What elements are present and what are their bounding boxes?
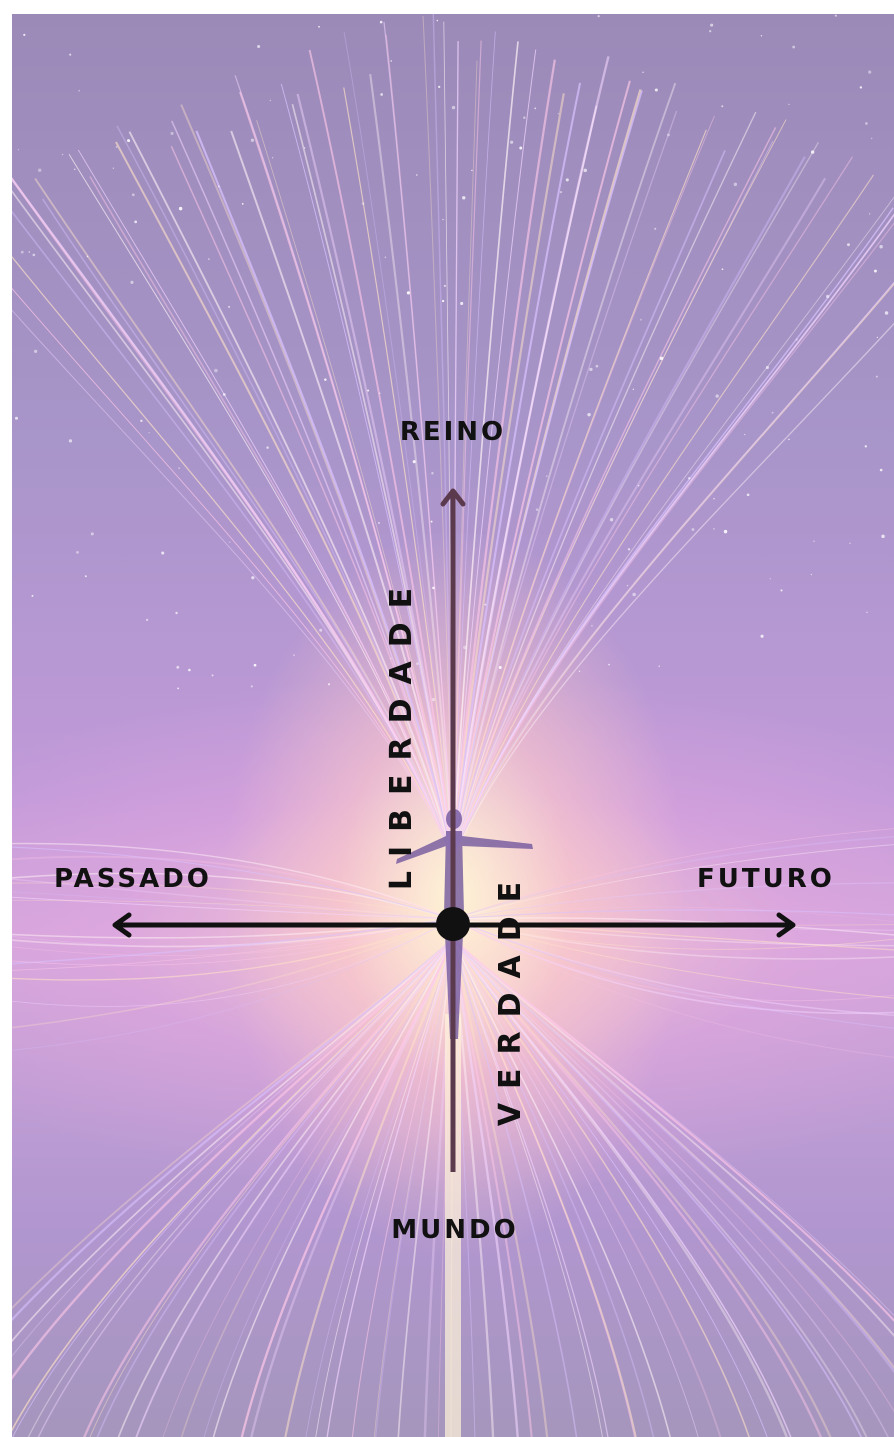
light-rays-background: [12, 14, 894, 1437]
label-verdade: VERDADE: [493, 867, 528, 1127]
diagram-canvas: REINO MUNDO PASSADO FUTURO LIBERDADE VER…: [12, 14, 894, 1437]
label-mundo: MUNDO: [391, 1215, 519, 1245]
label-passado: PASSADO: [54, 864, 212, 894]
arrow-left-icon: [112, 912, 132, 938]
label-liberdade: LIBERDADE: [384, 573, 419, 891]
center-dot-icon: [436, 907, 470, 941]
arrow-up-icon: [440, 488, 466, 507]
axes-layer: [112, 488, 796, 1172]
label-futuro: FUTURO: [697, 864, 835, 894]
arrow-right-icon: [776, 912, 796, 938]
label-reino: REINO: [399, 417, 507, 447]
